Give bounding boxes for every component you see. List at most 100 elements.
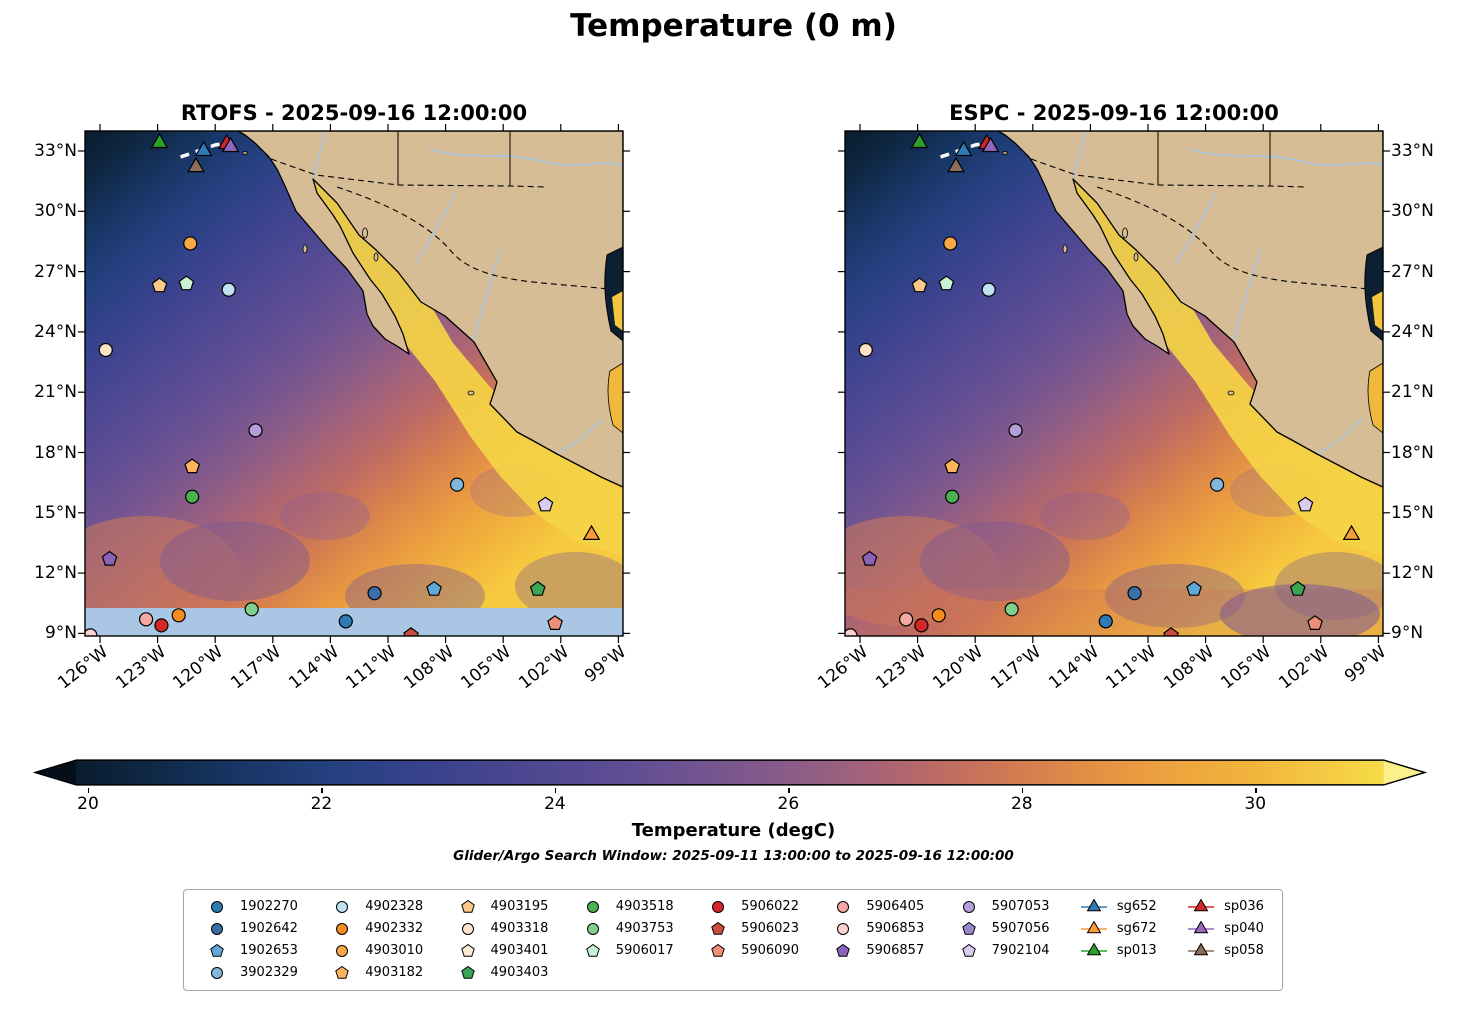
legend-entry-7902104: 7902104 bbox=[954, 941, 1050, 961]
lon-tick-label: 108°W bbox=[1160, 642, 1218, 694]
marker-3902329 bbox=[1210, 477, 1225, 492]
marker-7902104 bbox=[1297, 496, 1314, 512]
colorbar-tick-label: 28 bbox=[1010, 794, 1033, 814]
circle-marker-icon bbox=[586, 923, 599, 935]
marker-3902329 bbox=[450, 477, 465, 492]
marker-4903403 bbox=[1289, 580, 1306, 596]
pentagon-marker-icon bbox=[335, 965, 350, 979]
circle-marker-icon bbox=[211, 901, 223, 913]
legend-label: 4903010 bbox=[365, 943, 424, 958]
lat-tick-label: 21°N bbox=[34, 382, 77, 403]
colorbar-tick-label: 22 bbox=[310, 794, 333, 814]
legend-label: 1902653 bbox=[240, 943, 298, 958]
lon-tick-label: 111°W bbox=[1102, 642, 1161, 694]
marker-5906090 bbox=[547, 615, 563, 630]
legend-label: 3902329 bbox=[240, 965, 298, 980]
legend-label: 7902104 bbox=[991, 943, 1050, 958]
marker-5906022 bbox=[914, 618, 929, 633]
lon-tick-label: 105°W bbox=[1217, 642, 1276, 694]
lon-tick-label: 114°W bbox=[1044, 642, 1103, 694]
colorbar-tick-mark bbox=[788, 788, 790, 793]
marker-4903318 bbox=[98, 342, 113, 358]
marker-4903010 bbox=[183, 236, 198, 251]
lon-tick-label: 99°W bbox=[1341, 642, 1391, 687]
marker-5906023 bbox=[403, 627, 419, 636]
lat-tick-label: 9°N bbox=[44, 623, 77, 644]
legend-entry-4903182: 4903182 bbox=[327, 963, 423, 983]
legend-label: 4903518 bbox=[615, 899, 674, 914]
marker-5906405 bbox=[138, 612, 154, 627]
triangle-marker-icon bbox=[1188, 943, 1215, 956]
marker-sp013 bbox=[910, 132, 929, 149]
legend-label: 4903182 bbox=[365, 965, 424, 980]
legend-label: sp040 bbox=[1224, 921, 1264, 936]
lat-tick-label: 15°N bbox=[1391, 502, 1434, 523]
legend-entry-5906022: 5906022 bbox=[703, 897, 799, 917]
legend-entry-sg652: sg652 bbox=[1079, 897, 1157, 917]
legend-label: 5907056 bbox=[991, 921, 1050, 936]
pentagon-marker-icon bbox=[460, 943, 475, 957]
marker-4902328 bbox=[981, 282, 996, 297]
lat-tick-label: 27°N bbox=[34, 261, 77, 282]
legend-entry-4903753: 4903753 bbox=[578, 919, 674, 939]
lon-tick-label: 111°W bbox=[342, 642, 401, 694]
circle-marker-icon bbox=[837, 901, 850, 913]
axis-ticks bbox=[78, 124, 630, 643]
legend-entry-4903518: 4903518 bbox=[578, 897, 674, 917]
map-espc bbox=[838, 124, 1390, 643]
legend-label: 4903195 bbox=[490, 899, 549, 914]
colorbar-tick-label: 24 bbox=[544, 794, 566, 814]
legend-label: 4902328 bbox=[365, 899, 424, 914]
marker-5906022 bbox=[154, 618, 169, 633]
lat-tick-label: 15°N bbox=[34, 502, 77, 523]
marker-4903010 bbox=[943, 236, 958, 251]
legend-label: 4903753 bbox=[615, 921, 674, 936]
pentagon-marker-icon bbox=[711, 921, 725, 935]
legend-entry-1902642: 1902642 bbox=[202, 919, 298, 939]
marker-4902328 bbox=[221, 282, 236, 297]
legend-label: 4903403 bbox=[490, 965, 549, 980]
marker-5906023 bbox=[1163, 627, 1179, 636]
map-rtofs bbox=[78, 124, 630, 643]
lon-tick-label: 102°W bbox=[515, 642, 574, 694]
legend-entry-5906405: 5906405 bbox=[828, 897, 924, 917]
lat-tick-label: 33°N bbox=[34, 141, 77, 161]
circle-marker-icon bbox=[211, 923, 223, 935]
circle-marker-icon bbox=[336, 923, 349, 935]
marker-5907053 bbox=[1008, 423, 1023, 438]
colorbar-gradient bbox=[32, 759, 1428, 786]
figure-title: Temperature (0 m) bbox=[570, 8, 897, 44]
legend-entry-sp013: sp013 bbox=[1079, 941, 1157, 961]
lat-tick-label: 24°N bbox=[1391, 321, 1434, 342]
legend-entry-4903401: 4903401 bbox=[453, 941, 548, 961]
axes-frame bbox=[84, 130, 624, 637]
legend-label: sp058 bbox=[1224, 943, 1264, 958]
legend-label: sg672 bbox=[1116, 921, 1157, 936]
circle-marker-icon bbox=[336, 945, 349, 957]
pentagon-marker-icon bbox=[836, 943, 851, 957]
marker-4902332 bbox=[171, 608, 186, 623]
lat-tick-label: 9°N bbox=[1391, 623, 1424, 644]
legend-entry-5906853: 5906853 bbox=[828, 919, 924, 939]
marker-7902104 bbox=[537, 496, 554, 512]
legend-label: 5906023 bbox=[741, 921, 799, 936]
pentagon-marker-icon bbox=[210, 943, 224, 957]
lat-tick-label: 18°N bbox=[1391, 442, 1434, 463]
panel-espc: ESPC - 2025-09-16 12:00:00 33°N 30°N 27°N 2… bbox=[814, 101, 1433, 693]
marker-4903753 bbox=[1004, 602, 1019, 617]
colorbar-tick-mark bbox=[1021, 788, 1024, 793]
circle-marker-icon bbox=[461, 923, 474, 935]
lon-tick-label: 105°W bbox=[457, 642, 516, 694]
legend-label: 4903318 bbox=[490, 921, 549, 936]
colorbar-tick-mark bbox=[321, 788, 323, 793]
legend-entry-5907056: 5907056 bbox=[954, 919, 1050, 939]
marker-5906017 bbox=[178, 275, 195, 291]
marker-5907053 bbox=[248, 423, 263, 438]
lat-tick-label: 27°N bbox=[1391, 261, 1434, 282]
circle-marker-icon bbox=[586, 901, 599, 913]
marker-sp058 bbox=[187, 156, 205, 173]
triangle-marker-icon bbox=[1188, 899, 1215, 912]
lat-tick-label: 18°N bbox=[34, 442, 77, 463]
circle-marker-icon bbox=[336, 901, 349, 913]
colorbar bbox=[30, 757, 1430, 788]
